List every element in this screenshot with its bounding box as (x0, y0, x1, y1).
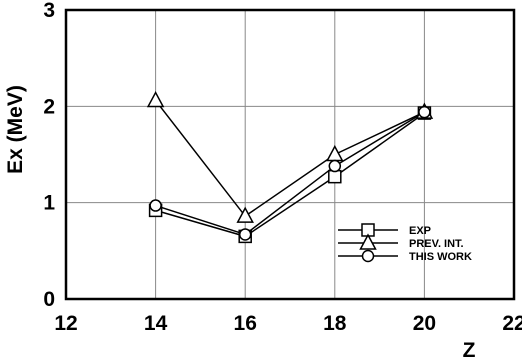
plot-frame (64, 8, 516, 301)
y-tick-label: 0 (43, 288, 55, 311)
data-point-this-work (328, 159, 342, 173)
x-axis-title: Z (463, 339, 476, 360)
legend-label-prev-int: PREV. INT. (409, 238, 464, 250)
x-tick-label: 22 (502, 312, 522, 335)
y-tick-label: 3 (43, 0, 55, 22)
legend-label-this-work: THIS WORK (409, 251, 472, 263)
data-point-exp (328, 169, 342, 184)
y-axis-title: Ex (MeV) (4, 85, 27, 174)
legend-label-exp: EXP (409, 225, 431, 237)
series-line-exp (155, 112, 425, 238)
series-line-this-work (155, 111, 425, 236)
y-tick-label: 1 (43, 192, 55, 215)
series-line-prev-int (155, 100, 425, 218)
legend-marker-prev-int (359, 233, 377, 250)
x-tick-label: 16 (234, 312, 257, 335)
data-point-prev-int (236, 206, 254, 223)
data-point-prev-int (146, 90, 165, 108)
data-point-prev-int (326, 144, 344, 162)
legend-marker-this-work (361, 249, 375, 263)
data-point-this-work (238, 228, 252, 241)
x-tick-label: 14 (144, 312, 168, 335)
series-group (146, 90, 434, 244)
data-point-this-work (418, 105, 431, 119)
x-tick-label: 18 (323, 312, 347, 335)
data-point-this-work (149, 199, 162, 212)
y-tick-label: 2 (43, 95, 55, 118)
x-tick-label: 20 (413, 312, 436, 335)
x-tick-label: 12 (54, 312, 77, 335)
